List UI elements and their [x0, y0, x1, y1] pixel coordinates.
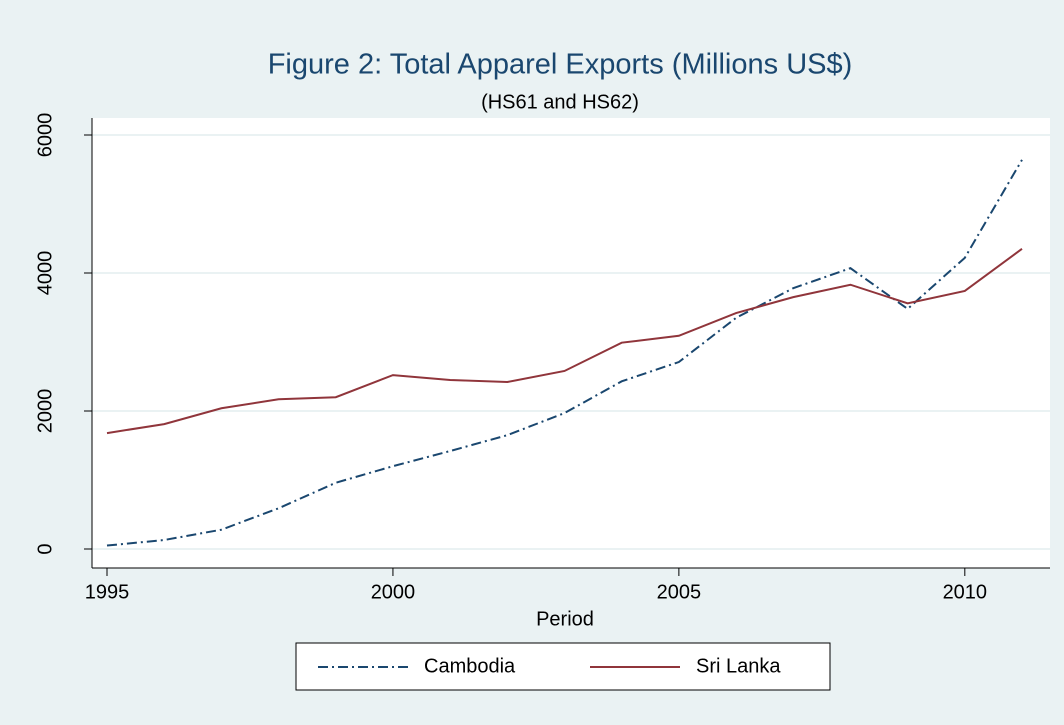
y-tick-label: 2000 [34, 389, 56, 434]
x-tick-label: 2010 [943, 581, 988, 603]
series-line [106, 248, 1023, 435]
y-tick-label: 0 [34, 543, 56, 554]
x-tick-label: 2000 [371, 581, 416, 603]
x-tick-label: 2005 [657, 581, 702, 603]
chart-title: Figure 2: Total Apparel Exports (Million… [268, 49, 853, 81]
y-tick-label: 6000 [34, 113, 56, 158]
legend-label: Cambodia [424, 655, 516, 677]
y-tick-label: 4000 [34, 251, 56, 296]
plot-area [92, 118, 1050, 568]
x-tick-label: 1995 [85, 581, 130, 603]
chart-subtitle: (HS61 and HS62) [481, 91, 639, 113]
legend-label: Sri Lanka [696, 655, 781, 677]
series-line [106, 159, 1023, 547]
x-axis-label: Period [536, 608, 594, 630]
